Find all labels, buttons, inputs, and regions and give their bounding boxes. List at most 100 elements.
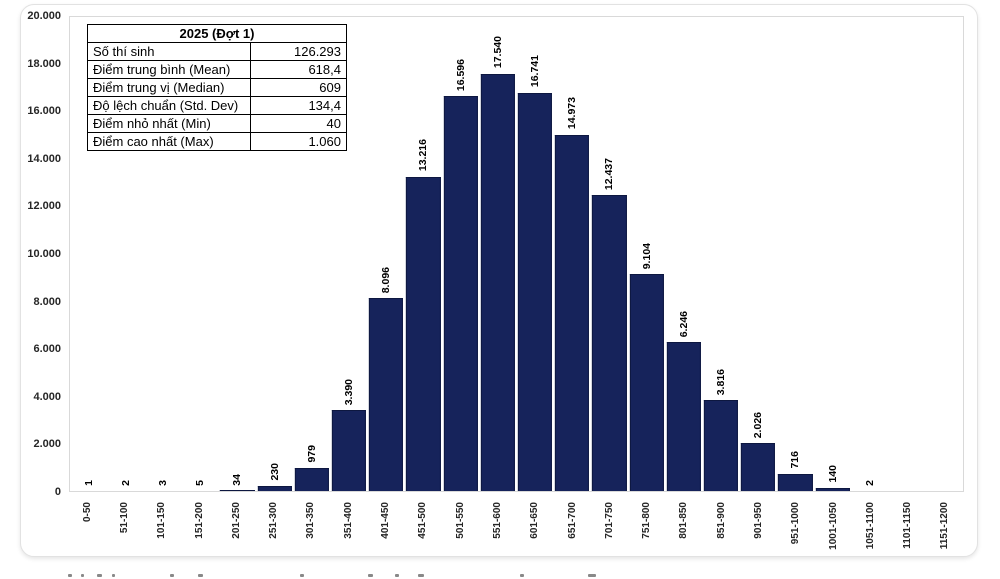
cropped-text-fragment (198, 574, 203, 577)
bar-value-label: 2.026 (752, 411, 765, 438)
x-tick-label: 0-50 (81, 502, 93, 523)
bar-value-label: 140 (826, 465, 839, 483)
bar-value-label: 14.973 (566, 97, 579, 130)
x-tick-label: 101-150 (156, 502, 168, 539)
x-tick-label: 151-200 (193, 502, 205, 539)
x-tick-label: 601-650 (529, 502, 541, 539)
bar-value-label: 3 (157, 480, 169, 486)
x-tick-slot: 851-900 (703, 498, 740, 552)
x-tick-label: 401-450 (380, 502, 392, 539)
histogram-bar (629, 274, 664, 491)
x-tick-slot: 301-350 (293, 498, 330, 552)
stats-table-row: Điểm trung bình (Mean) 618,4 (86, 60, 347, 79)
y-tick-label: 20.000 (27, 10, 61, 22)
plot-area: 2025 (Đợt 1) Số thí sinh 126.293 Điểm trun… (69, 16, 964, 492)
histogram-bar (778, 474, 813, 491)
x-tick-slot: 801-850 (666, 498, 703, 552)
histogram-bar (480, 73, 515, 491)
x-tick-label: 1051-1100 (864, 502, 876, 550)
stat-value: 618,4 (250, 60, 347, 79)
bar-slot: 17.540 (479, 17, 516, 491)
bar-value-label: 3.390 (343, 379, 356, 406)
histogram-bar (406, 176, 441, 491)
x-tick-slot: 1051-1100 (852, 498, 889, 552)
bar-slot: 3.816 (702, 17, 739, 491)
x-tick-label: 751-800 (641, 502, 653, 539)
x-tick-label: 951-1000 (790, 502, 802, 545)
histogram-bar (220, 490, 255, 491)
bar-value-label: 3.816 (715, 368, 728, 396)
bar-slot: 3.390 (330, 17, 367, 491)
bar-value-label: 5 (194, 480, 207, 486)
x-tick-slot: 401-450 (367, 498, 404, 552)
x-tick-label: 351-400 (342, 502, 354, 539)
cropped-text-fragment (68, 574, 72, 577)
bar-value-label: 2 (119, 480, 132, 486)
y-tick-label: 6.000 (33, 343, 61, 356)
x-tick-slot: 651-700 (554, 498, 591, 552)
cropped-text-fragment (81, 574, 84, 577)
x-tick-label: 1151-1200 (939, 502, 951, 550)
bar-slot: 34 (219, 17, 256, 491)
x-tick-label: 51-100 (118, 502, 130, 534)
x-tick-slot: 951-1000 (778, 498, 815, 552)
x-tick-label: 501-550 (454, 502, 466, 539)
bar-slot (926, 17, 963, 491)
x-tick-slot: 201-250 (218, 498, 255, 552)
stat-value: 609 (250, 78, 347, 97)
cropped-text-fragment (368, 574, 373, 577)
bar-slot: 2 (107, 17, 144, 491)
bar-slot: 3 (144, 17, 181, 491)
stats-table: 2025 (Đợt 1) Số thí sinh 126.293 Điểm trun… (86, 24, 347, 151)
bar-value-label: 716 (789, 451, 802, 469)
histogram-bar (741, 442, 776, 491)
bars-row: 1 2 3 5 34 230 979 3.390 8.096 13.216 16.596 17.540… (70, 17, 963, 491)
stat-label: Điểm cao nhất (Max) (86, 132, 252, 151)
x-tick-slot: 251-300 (255, 498, 292, 552)
x-tick-label: 1001-1050 (827, 502, 839, 550)
bar-value-label: 1 (82, 480, 95, 486)
x-tick-slot: 351-400 (330, 498, 367, 552)
stats-table-row: Điểm cao nhất (Max) 1.060 (86, 132, 347, 151)
x-tick-slot: 601-650 (517, 498, 554, 552)
bar-value-label: 34 (231, 473, 244, 486)
bar-slot: 2 (851, 17, 888, 491)
x-tick-label: 701-750 (603, 502, 615, 539)
histogram-bar (555, 134, 590, 491)
x-tick-slot: 551-600 (479, 498, 516, 552)
y-tick-label: 10.000 (27, 248, 61, 260)
x-tick-slot: 451-500 (405, 498, 442, 552)
bar-value-label: 230 (268, 462, 281, 481)
cropped-text-fragment (170, 574, 174, 577)
histogram-bar (703, 400, 739, 491)
stats-table-row: Điểm trung vị (Median) 609 (86, 78, 347, 97)
stat-value: 1.060 (250, 132, 347, 151)
bar-slot: 230 (256, 17, 293, 491)
x-axis-labels: 0-50 51-100 101-150 151-200 201-250 251-300 30… (69, 498, 964, 552)
bar-slot: 1 (70, 17, 107, 491)
x-tick-slot: 1001-1050 (815, 498, 852, 552)
x-tick-slot: 501-550 (442, 498, 479, 552)
bar-slot: 13.216 (405, 17, 442, 491)
cropped-text-fragment (520, 574, 524, 577)
bar-slot: 12.437 (591, 17, 628, 491)
bar-value-label: 6.246 (677, 311, 690, 338)
bar-slot: 16.596 (442, 17, 479, 491)
bar-value-label: 2 (863, 480, 876, 486)
x-tick-slot: 51-100 (106, 498, 143, 552)
x-tick-label: 651-700 (566, 502, 578, 539)
cropped-text-fragment (97, 574, 102, 577)
histogram-bar (331, 410, 367, 491)
bar-value-label: 13.216 (417, 139, 430, 172)
bar-slot: 716 (777, 17, 814, 491)
bar-slot: 16.741 (516, 17, 553, 491)
x-tick-slot: 701-750 (591, 498, 628, 552)
bar-value-label: 16.741 (529, 55, 542, 88)
y-tick-label: 4.000 (33, 390, 61, 403)
cropped-text-fragment (112, 574, 115, 577)
bar-value-label: 8.096 (380, 267, 393, 294)
x-tick-slot: 0-50 (69, 498, 106, 552)
cropped-text-fragment (418, 574, 424, 577)
bar-slot: 9.104 (628, 17, 665, 491)
histogram-bar (257, 485, 292, 491)
